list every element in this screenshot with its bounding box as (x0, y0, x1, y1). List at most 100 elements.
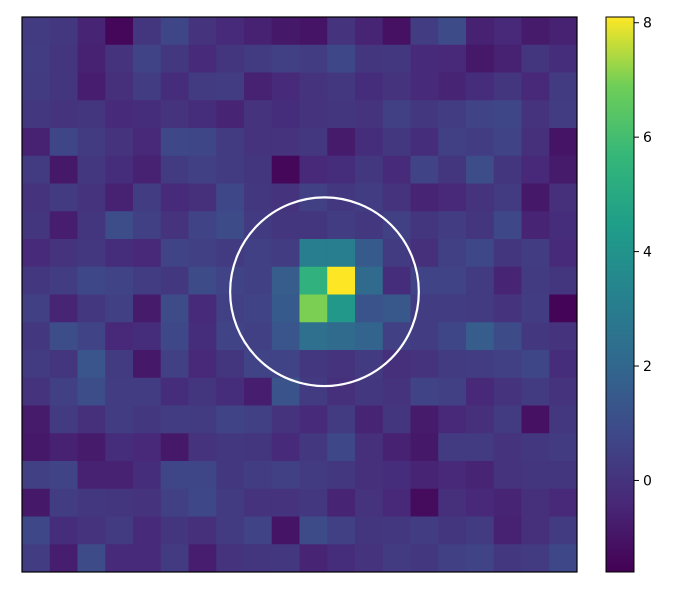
heatmap-cell (271, 239, 301, 268)
heatmap-cell (355, 377, 384, 407)
heatmap-cell (105, 516, 134, 545)
heatmap-cell (105, 461, 134, 490)
heatmap-cell (355, 266, 384, 296)
heatmap-cell (410, 544, 439, 572)
heatmap-cell (493, 405, 523, 434)
heatmap-cell (466, 128, 495, 157)
heatmap-cell (49, 488, 79, 518)
heatmap-cell (438, 433, 467, 462)
heatmap-cell (327, 155, 356, 185)
heatmap-cell (382, 405, 412, 434)
heatmap-cell (271, 544, 301, 572)
heatmap-cell (133, 544, 162, 572)
heatmap-cell (382, 155, 412, 185)
heatmap-cell (466, 488, 495, 518)
heatmap-cell (105, 322, 134, 351)
heatmap-cell (77, 294, 106, 323)
heatmap-cell (299, 128, 328, 157)
heatmap-cell (299, 100, 328, 129)
heatmap-cell (133, 211, 162, 240)
heatmap-cell (438, 183, 467, 212)
heatmap-cell (160, 433, 190, 462)
heatmap-cell (521, 266, 550, 296)
heatmap-cell (244, 350, 273, 379)
heatmap-cell (299, 266, 328, 296)
heatmap-cell (77, 183, 106, 212)
heatmap-cell (188, 128, 217, 157)
heatmap-cell (521, 461, 550, 490)
heatmap-cell (49, 17, 79, 46)
heatmap-cell (521, 322, 550, 351)
heatmap-cell (49, 266, 79, 296)
heatmap-cell (216, 544, 245, 572)
heatmap-cell (22, 294, 51, 323)
heatmap-cell (244, 322, 273, 351)
heatmap-cell (271, 461, 301, 490)
heatmap-cell (327, 128, 356, 157)
heatmap-cell (493, 211, 523, 240)
heatmap-cell (355, 544, 384, 572)
heatmap-cell (521, 211, 550, 240)
heatmap-cell (438, 239, 467, 268)
heatmap-cell (382, 100, 412, 129)
heatmap-cell (160, 100, 190, 129)
heatmap-cell (327, 350, 356, 379)
heatmap-cell (549, 155, 577, 185)
heatmap-cell (355, 211, 384, 240)
heatmap-cell (355, 100, 384, 129)
heatmap-cell (105, 72, 134, 101)
heatmap-cell (299, 405, 328, 434)
heatmap-cell (493, 100, 523, 129)
heatmap-cell (521, 155, 550, 185)
heatmap-cell (188, 211, 217, 240)
heatmap-cell (271, 405, 301, 434)
heatmap-cell (410, 377, 439, 407)
heatmap-cell (188, 266, 217, 296)
heatmap-cell (438, 544, 467, 572)
heatmap-cell (493, 183, 523, 212)
heatmap-cell (244, 100, 273, 129)
heatmap-cell (133, 17, 162, 46)
heatmap-cell (49, 322, 79, 351)
heatmap-cell (77, 155, 106, 185)
colorbar-tick-label: 6 (643, 130, 652, 146)
heatmap-cell (160, 350, 190, 379)
heatmap-cell (49, 461, 79, 490)
heatmap-cell (466, 100, 495, 129)
heatmap-cell (271, 128, 301, 157)
heatmap-cell (493, 155, 523, 185)
heatmap-cell (299, 239, 328, 268)
heatmap-cell (49, 377, 79, 407)
heatmap-cell (22, 72, 51, 101)
heatmap-cell (327, 100, 356, 129)
heatmap-cell (77, 72, 106, 101)
heatmap-cell (355, 17, 384, 46)
heatmap-cell (410, 516, 439, 545)
heatmap-cell (382, 44, 412, 74)
heatmap-cell (22, 433, 51, 462)
heatmap-cell (244, 128, 273, 157)
heatmap-cell (133, 377, 162, 407)
heatmap-cell (521, 100, 550, 129)
heatmap-cell (410, 128, 439, 157)
heatmap-cell (521, 294, 550, 323)
heatmap-cell (49, 239, 79, 268)
heatmap-cell (493, 433, 523, 462)
heatmap-cell (133, 72, 162, 101)
heatmap-cell (549, 377, 577, 407)
heatmap-cell (105, 488, 134, 518)
heatmap-cell (216, 488, 245, 518)
heatmap-cell (216, 461, 245, 490)
heatmap-cell (271, 72, 301, 101)
heatmap-cell (549, 239, 577, 268)
heatmap-cell (22, 128, 51, 157)
heatmap-cell (355, 44, 384, 74)
heatmap-cell (327, 516, 356, 545)
heatmap-cell (244, 155, 273, 185)
heatmap-cell (466, 211, 495, 240)
heatmap-cell (77, 322, 106, 351)
heatmap-cell (216, 128, 245, 157)
heatmap-cell (244, 72, 273, 101)
heatmap-cell (382, 211, 412, 240)
